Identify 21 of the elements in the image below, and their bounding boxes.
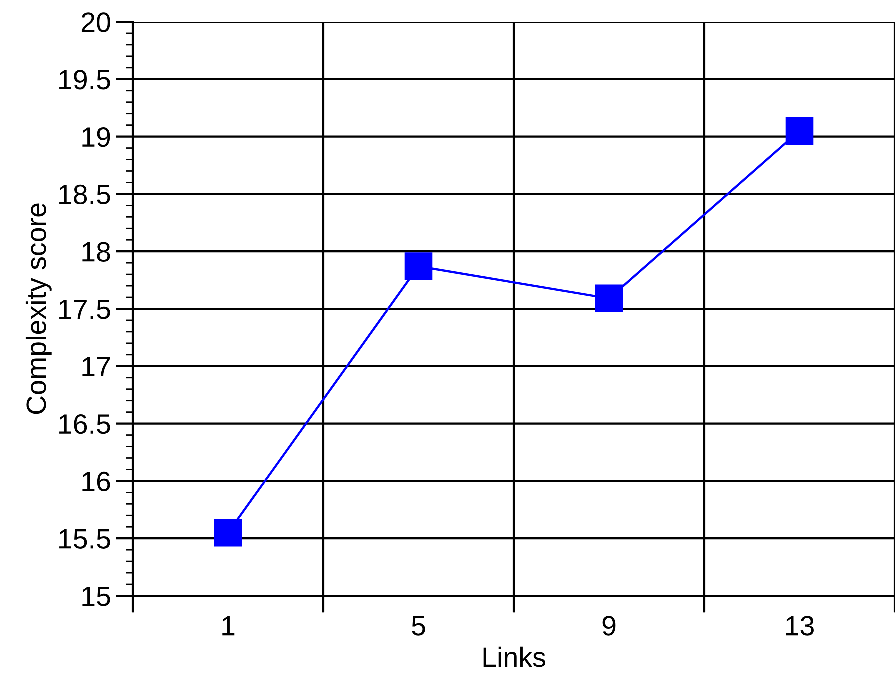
x-tick-label: 5 — [412, 616, 426, 636]
y-axis-title: Complexity score — [26, 204, 52, 414]
point — [595, 284, 624, 313]
y-tick-label: 18 — [82, 242, 110, 262]
y-tick-label: 18.5 — [60, 184, 110, 205]
y-tick-label: 15.5 — [60, 530, 110, 549]
y-tick-label: 17 — [82, 357, 110, 376]
point — [786, 117, 814, 145]
y-tick-label: 16 — [82, 472, 110, 492]
x-tick-label: 13 — [786, 616, 814, 636]
y-tick-label: 19 — [82, 127, 110, 148]
x-tick-label: 9 — [602, 616, 616, 636]
y-tick-label: 15 — [82, 586, 110, 606]
point — [404, 252, 433, 280]
y-tick-label: 17.5 — [60, 300, 110, 320]
y-tick-label: 19.5 — [60, 70, 110, 90]
x-axis-title: Links — [484, 646, 546, 668]
x-tick-label: 1 — [222, 616, 235, 636]
point — [214, 518, 242, 547]
y-tick-label: 16.5 — [60, 414, 110, 434]
y-tick-label: 20 — [82, 12, 110, 32]
